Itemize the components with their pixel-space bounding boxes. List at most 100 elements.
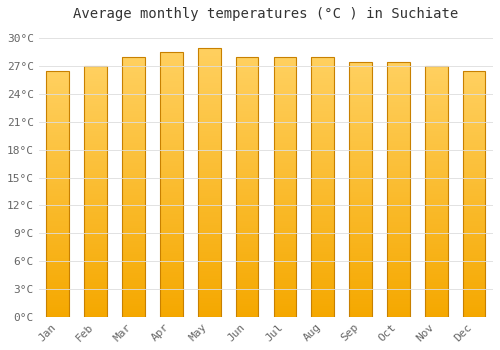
Bar: [84, 169, 107, 171]
Bar: [312, 293, 334, 296]
Bar: [312, 140, 334, 143]
Bar: [198, 228, 220, 231]
Bar: [463, 91, 485, 93]
Bar: [236, 197, 258, 200]
Bar: [274, 176, 296, 179]
Bar: [236, 127, 258, 130]
Bar: [387, 194, 410, 197]
Bar: [463, 216, 485, 218]
Bar: [198, 99, 220, 101]
Bar: [46, 223, 69, 226]
Bar: [425, 179, 448, 181]
Bar: [349, 123, 372, 125]
Bar: [236, 288, 258, 291]
Bar: [349, 169, 372, 171]
Bar: [236, 291, 258, 293]
Bar: [46, 172, 69, 174]
Bar: [349, 235, 372, 238]
Bar: [122, 112, 145, 114]
Bar: [312, 286, 334, 288]
Bar: [463, 108, 485, 110]
Bar: [84, 244, 107, 247]
Bar: [425, 274, 448, 277]
Bar: [122, 265, 145, 267]
Bar: [46, 76, 69, 78]
Bar: [312, 179, 334, 182]
Bar: [198, 118, 220, 120]
Bar: [274, 109, 296, 112]
Bar: [160, 81, 182, 84]
Bar: [274, 267, 296, 270]
Bar: [46, 300, 69, 302]
Bar: [349, 232, 372, 235]
Bar: [312, 78, 334, 80]
Bar: [198, 75, 220, 77]
Bar: [312, 275, 334, 278]
Bar: [46, 248, 69, 250]
Bar: [84, 274, 107, 277]
Bar: [198, 147, 220, 150]
Bar: [198, 172, 220, 174]
Bar: [425, 71, 448, 74]
Bar: [84, 217, 107, 219]
Bar: [122, 158, 145, 161]
Bar: [236, 252, 258, 254]
Bar: [463, 187, 485, 189]
Bar: [84, 86, 107, 89]
Bar: [160, 111, 182, 113]
Bar: [387, 294, 410, 296]
Bar: [425, 307, 448, 309]
Bar: [84, 289, 107, 292]
Bar: [198, 260, 220, 263]
Bar: [349, 197, 372, 199]
Bar: [198, 231, 220, 233]
Bar: [349, 128, 372, 131]
Bar: [236, 156, 258, 158]
Bar: [122, 200, 145, 202]
Bar: [463, 196, 485, 199]
Bar: [349, 245, 372, 248]
Bar: [160, 126, 182, 129]
Bar: [312, 197, 334, 200]
Bar: [274, 210, 296, 213]
Bar: [387, 279, 410, 281]
Bar: [425, 106, 448, 109]
Bar: [349, 271, 372, 273]
Bar: [236, 236, 258, 239]
Bar: [425, 202, 448, 204]
Bar: [46, 96, 69, 98]
Bar: [160, 256, 182, 259]
Bar: [84, 269, 107, 272]
Bar: [425, 81, 448, 84]
Bar: [84, 199, 107, 202]
Bar: [387, 113, 410, 115]
Bar: [198, 303, 220, 306]
Bar: [387, 263, 410, 266]
Bar: [236, 145, 258, 148]
Bar: [349, 100, 372, 103]
Bar: [387, 187, 410, 189]
Bar: [160, 105, 182, 108]
Bar: [84, 211, 107, 214]
Bar: [387, 156, 410, 159]
Bar: [387, 207, 410, 210]
Bar: [160, 203, 182, 206]
Bar: [160, 68, 182, 71]
Bar: [425, 234, 448, 237]
Bar: [274, 257, 296, 260]
Bar: [236, 208, 258, 210]
Bar: [463, 231, 485, 233]
Bar: [349, 276, 372, 279]
Bar: [312, 192, 334, 195]
Bar: [312, 273, 334, 275]
Bar: [463, 280, 485, 282]
Bar: [387, 66, 410, 69]
Bar: [46, 273, 69, 275]
Bar: [236, 150, 258, 153]
Bar: [122, 166, 145, 169]
Bar: [387, 103, 410, 105]
Bar: [425, 224, 448, 226]
Bar: [312, 306, 334, 309]
Bar: [425, 146, 448, 149]
Bar: [312, 249, 334, 252]
